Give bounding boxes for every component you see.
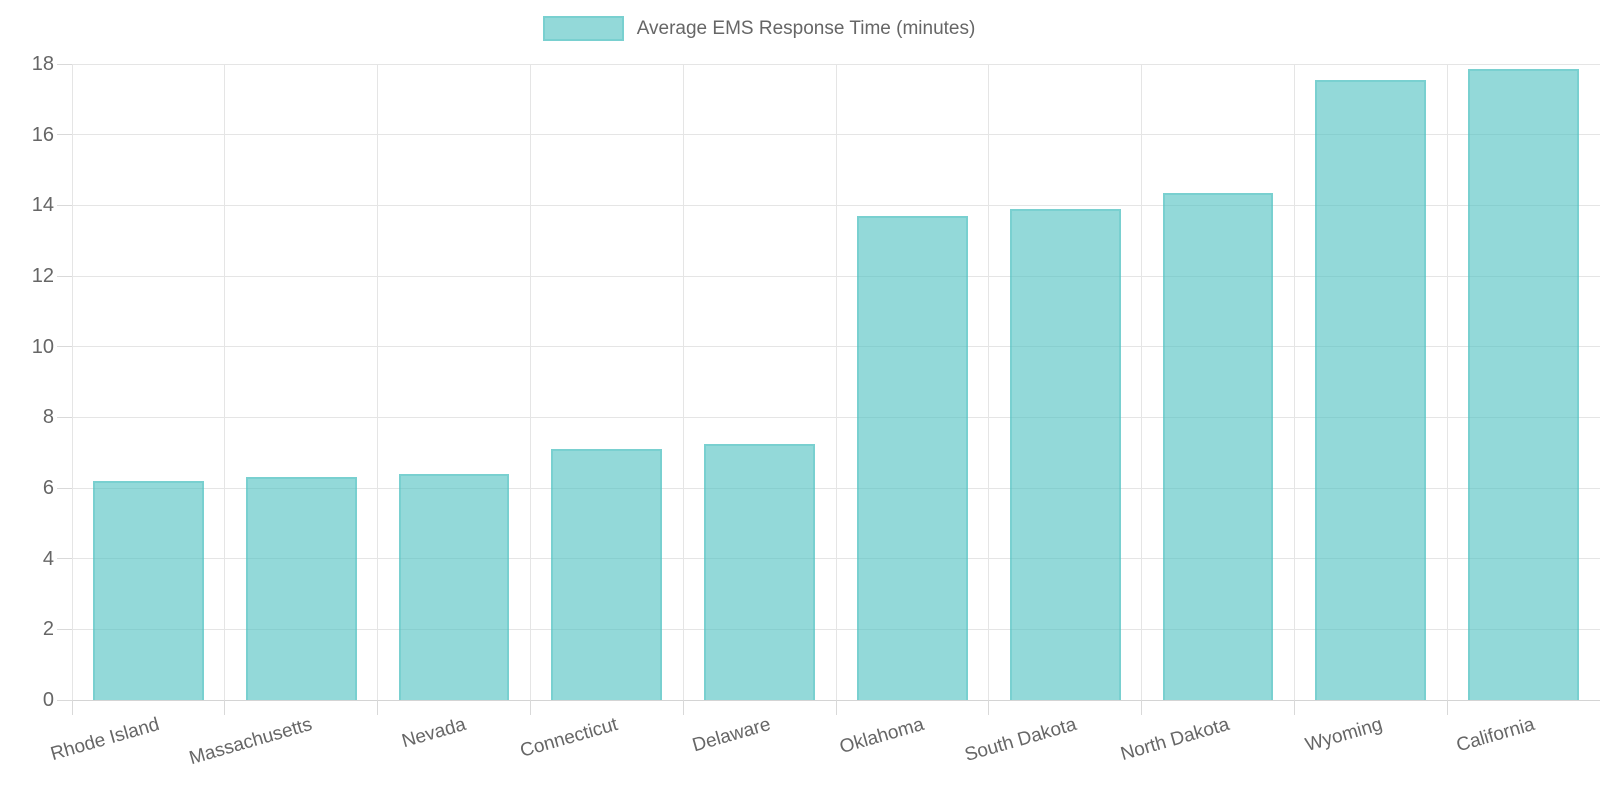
bar-delaware[interactable] [704, 443, 815, 700]
y-tick-label: 18 [31, 53, 54, 75]
x-axis-tick [835, 700, 837, 715]
legend-swatch [542, 16, 624, 41]
gridline-vertical [1141, 64, 1143, 700]
x-tick-label-oklahoma: Oklahoma [837, 714, 927, 759]
x-axis-tick [682, 700, 684, 715]
x-tick-label-connecticut: Connecticut [518, 714, 621, 762]
chart-legend: Average EMS Response Time (minutes) [0, 16, 1600, 41]
y-axis-tick [57, 134, 72, 136]
y-axis-tick [57, 416, 72, 418]
gridline-vertical [224, 64, 226, 700]
y-tick-label: 0 [42, 689, 54, 711]
bar-california[interactable] [1468, 69, 1579, 700]
x-axis-tick [1293, 700, 1295, 715]
gridline-vertical [1293, 64, 1295, 700]
bar-connecticut[interactable] [551, 449, 663, 700]
y-axis-tick [57, 558, 72, 560]
gridline-vertical [988, 64, 990, 700]
y-tick-label: 10 [31, 335, 54, 358]
y-tick-label: 12 [31, 265, 54, 287]
bar-south-dakota[interactable] [1009, 208, 1121, 700]
bar-north-dakota[interactable] [1162, 192, 1274, 700]
x-axis-tick [1141, 700, 1143, 715]
y-axis-tick [57, 346, 72, 348]
x-tick-label-north-dakota: North Dakota [1118, 714, 1232, 766]
y-tick-label: 6 [42, 477, 54, 499]
x-axis-tick [529, 700, 531, 715]
gridline-vertical [1446, 64, 1448, 700]
gridline-vertical [529, 64, 531, 700]
gridline-vertical [835, 64, 837, 700]
x-tick-label-delaware: Delaware [690, 714, 774, 757]
gridline-vertical [682, 64, 684, 700]
y-axis-tick [57, 628, 72, 630]
bar-oklahoma[interactable] [857, 215, 968, 700]
x-tick-label-wyoming: Wyoming [1302, 714, 1385, 756]
x-tick-label-nevada: Nevada [399, 714, 468, 753]
legend-label: Average EMS Response Time (minutes) [636, 17, 976, 39]
y-tick-label: 16 [31, 123, 54, 146]
bar-rhode-island[interactable] [93, 480, 204, 700]
y-tick-label: 8 [42, 406, 54, 429]
bar-massachusetts[interactable] [245, 477, 357, 700]
gridline-vertical [71, 64, 73, 700]
y-axis-tick [57, 699, 72, 701]
x-tick-label-south-dakota: South Dakota [962, 714, 1079, 766]
x-tick-label-massachusetts: Massachusetts [187, 714, 315, 770]
y-axis-tick [57, 487, 72, 489]
y-axis-tick [57, 63, 72, 65]
x-tick-label-rhode-island: Rhode Island [48, 714, 163, 766]
x-tick-label-california: California [1454, 714, 1538, 757]
gridline-vertical [377, 64, 379, 700]
bar-wyoming[interactable] [1315, 79, 1427, 700]
x-axis-tick [1446, 700, 1448, 715]
y-axis-tick [57, 275, 72, 277]
x-axis-tick [377, 700, 379, 715]
y-tick-label: 2 [42, 618, 54, 641]
x-axis-tick [71, 700, 73, 715]
legend-item-ems-response-time[interactable]: Average EMS Response Time (minutes) [542, 16, 976, 41]
bar-nevada[interactable] [398, 473, 510, 700]
y-tick-label: 4 [42, 547, 54, 570]
y-axis-tick [57, 204, 72, 206]
y-tick-label: 14 [31, 194, 54, 217]
x-axis-tick [988, 700, 990, 715]
x-axis-tick [224, 700, 226, 715]
